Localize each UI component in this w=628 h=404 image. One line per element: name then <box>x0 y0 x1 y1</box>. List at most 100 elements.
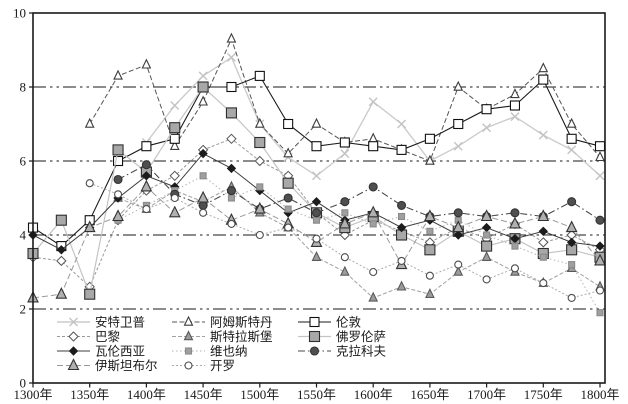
amsterdam-point <box>311 117 322 128</box>
florence-point <box>55 214 67 226</box>
amsterdam-point <box>595 151 605 162</box>
strasbourg-point <box>481 250 492 261</box>
krakow-point <box>283 193 293 203</box>
krakow-point <box>226 186 236 196</box>
vienna-point <box>483 231 491 239</box>
legend-label-florence: 佛罗伦萨 <box>336 329 386 344</box>
antwerp-point <box>226 52 236 62</box>
london-point <box>509 100 521 111</box>
legend-item-paris: 巴黎 <box>57 330 121 344</box>
legend-marker-cairo <box>184 361 193 370</box>
cairo-point <box>425 271 434 280</box>
amsterdam-point <box>453 80 464 91</box>
legend-label-london: 伦敦 <box>336 315 362 330</box>
istanbul-point <box>253 201 266 214</box>
antwerp-point <box>538 130 548 140</box>
legend-item-amsterdam: 阿姆斯特丹 <box>172 315 273 330</box>
florence-point <box>225 107 237 119</box>
valencia-point <box>481 222 492 233</box>
y-tick-label: 8 <box>20 80 27 95</box>
paris-point <box>226 133 237 145</box>
cairo-point <box>595 286 605 295</box>
amsterdam-point <box>226 32 237 43</box>
london-point <box>283 118 294 130</box>
x-axis: 1300年 1350年 1400年 1450年 1500年 1550年 1600年 1650年… <box>13 383 620 402</box>
series-line-istanbul <box>32 186 601 299</box>
antwerp-point <box>595 171 605 181</box>
legend-marker-strasbourg <box>183 330 194 341</box>
istanbul-point <box>537 209 550 222</box>
istanbul-point <box>197 190 209 203</box>
london-point <box>594 141 606 152</box>
valencia-point <box>595 241 605 251</box>
florence-point <box>424 244 436 256</box>
vienna-point <box>312 216 321 224</box>
y-tick-label: 6 <box>20 154 27 169</box>
valencia-point <box>226 163 237 174</box>
valencia-point <box>538 226 549 237</box>
london-point <box>396 144 407 155</box>
cairo-point <box>482 275 491 284</box>
legend-item-antwerp: 安特卫普 <box>57 315 145 330</box>
valencia-point <box>396 222 407 233</box>
legend-label-krakow: 克拉科夫 <box>336 344 387 359</box>
krakow-point <box>340 197 350 207</box>
istanbul-point <box>452 220 465 233</box>
valencia-point <box>311 196 322 207</box>
london-point <box>113 155 124 167</box>
strasbourg-point <box>396 280 407 291</box>
legend-marker-london <box>309 316 320 328</box>
cairo-point <box>142 205 151 214</box>
cairo-point <box>114 190 123 199</box>
legend-label-strasbourg: 斯特拉斯堡 <box>210 329 273 344</box>
legend-label-antwerp: 安特卫普 <box>95 315 145 330</box>
legend-label-vienna: 维也纳 <box>210 345 248 359</box>
istanbul-point <box>424 209 436 222</box>
istanbul-point <box>565 220 578 233</box>
legend-label-amsterdam: 阿姆斯特丹 <box>210 315 273 330</box>
legend-item-krakow: 克拉科夫 <box>298 344 387 359</box>
vienna-point <box>539 253 547 261</box>
london-point <box>141 141 152 152</box>
cairo-point <box>397 256 406 265</box>
antwerp-point <box>198 71 208 81</box>
antwerp-point <box>368 97 378 107</box>
cairo-point <box>85 179 94 188</box>
legend-item-strasbourg: 斯特拉斯堡 <box>172 329 273 344</box>
krakow-point <box>368 182 378 192</box>
london-point <box>481 104 492 115</box>
y-tick-label: 0 <box>20 376 27 391</box>
legend-marker-amsterdam <box>183 315 194 326</box>
antwerp-point <box>453 141 463 151</box>
strasbourg-point <box>339 265 350 276</box>
series-krakow <box>113 160 605 225</box>
amsterdam-point <box>113 69 123 80</box>
istanbul-point <box>83 220 96 233</box>
vienna-point <box>596 309 604 317</box>
legend-label-istanbul: 伊斯坦布尔 <box>95 358 158 373</box>
strasbourg-point <box>368 291 379 302</box>
london-point <box>169 133 180 144</box>
y-axis: 0 2 4 6 8 10 <box>13 6 33 391</box>
strasbourg-point <box>311 250 322 261</box>
antwerp-point <box>170 101 180 110</box>
paris-point <box>254 155 266 167</box>
series-cairo <box>85 179 605 302</box>
london-point <box>226 81 237 93</box>
y-tick-label: 10 <box>13 6 26 21</box>
cairo-point <box>510 264 520 273</box>
cairo-point <box>255 230 264 240</box>
legend-marker-krakow <box>309 346 320 356</box>
cairo-point <box>567 293 576 302</box>
valencia-point <box>198 148 208 159</box>
istanbul-point <box>168 205 181 218</box>
florence-point <box>254 136 266 149</box>
series-line-antwerp <box>145 56 601 177</box>
london-point <box>254 70 265 81</box>
florence-point <box>84 288 96 300</box>
amsterdam-point <box>368 132 379 143</box>
antwerp-point <box>510 112 520 122</box>
amsterdam-point <box>283 147 294 158</box>
istanbul-point <box>140 179 153 192</box>
